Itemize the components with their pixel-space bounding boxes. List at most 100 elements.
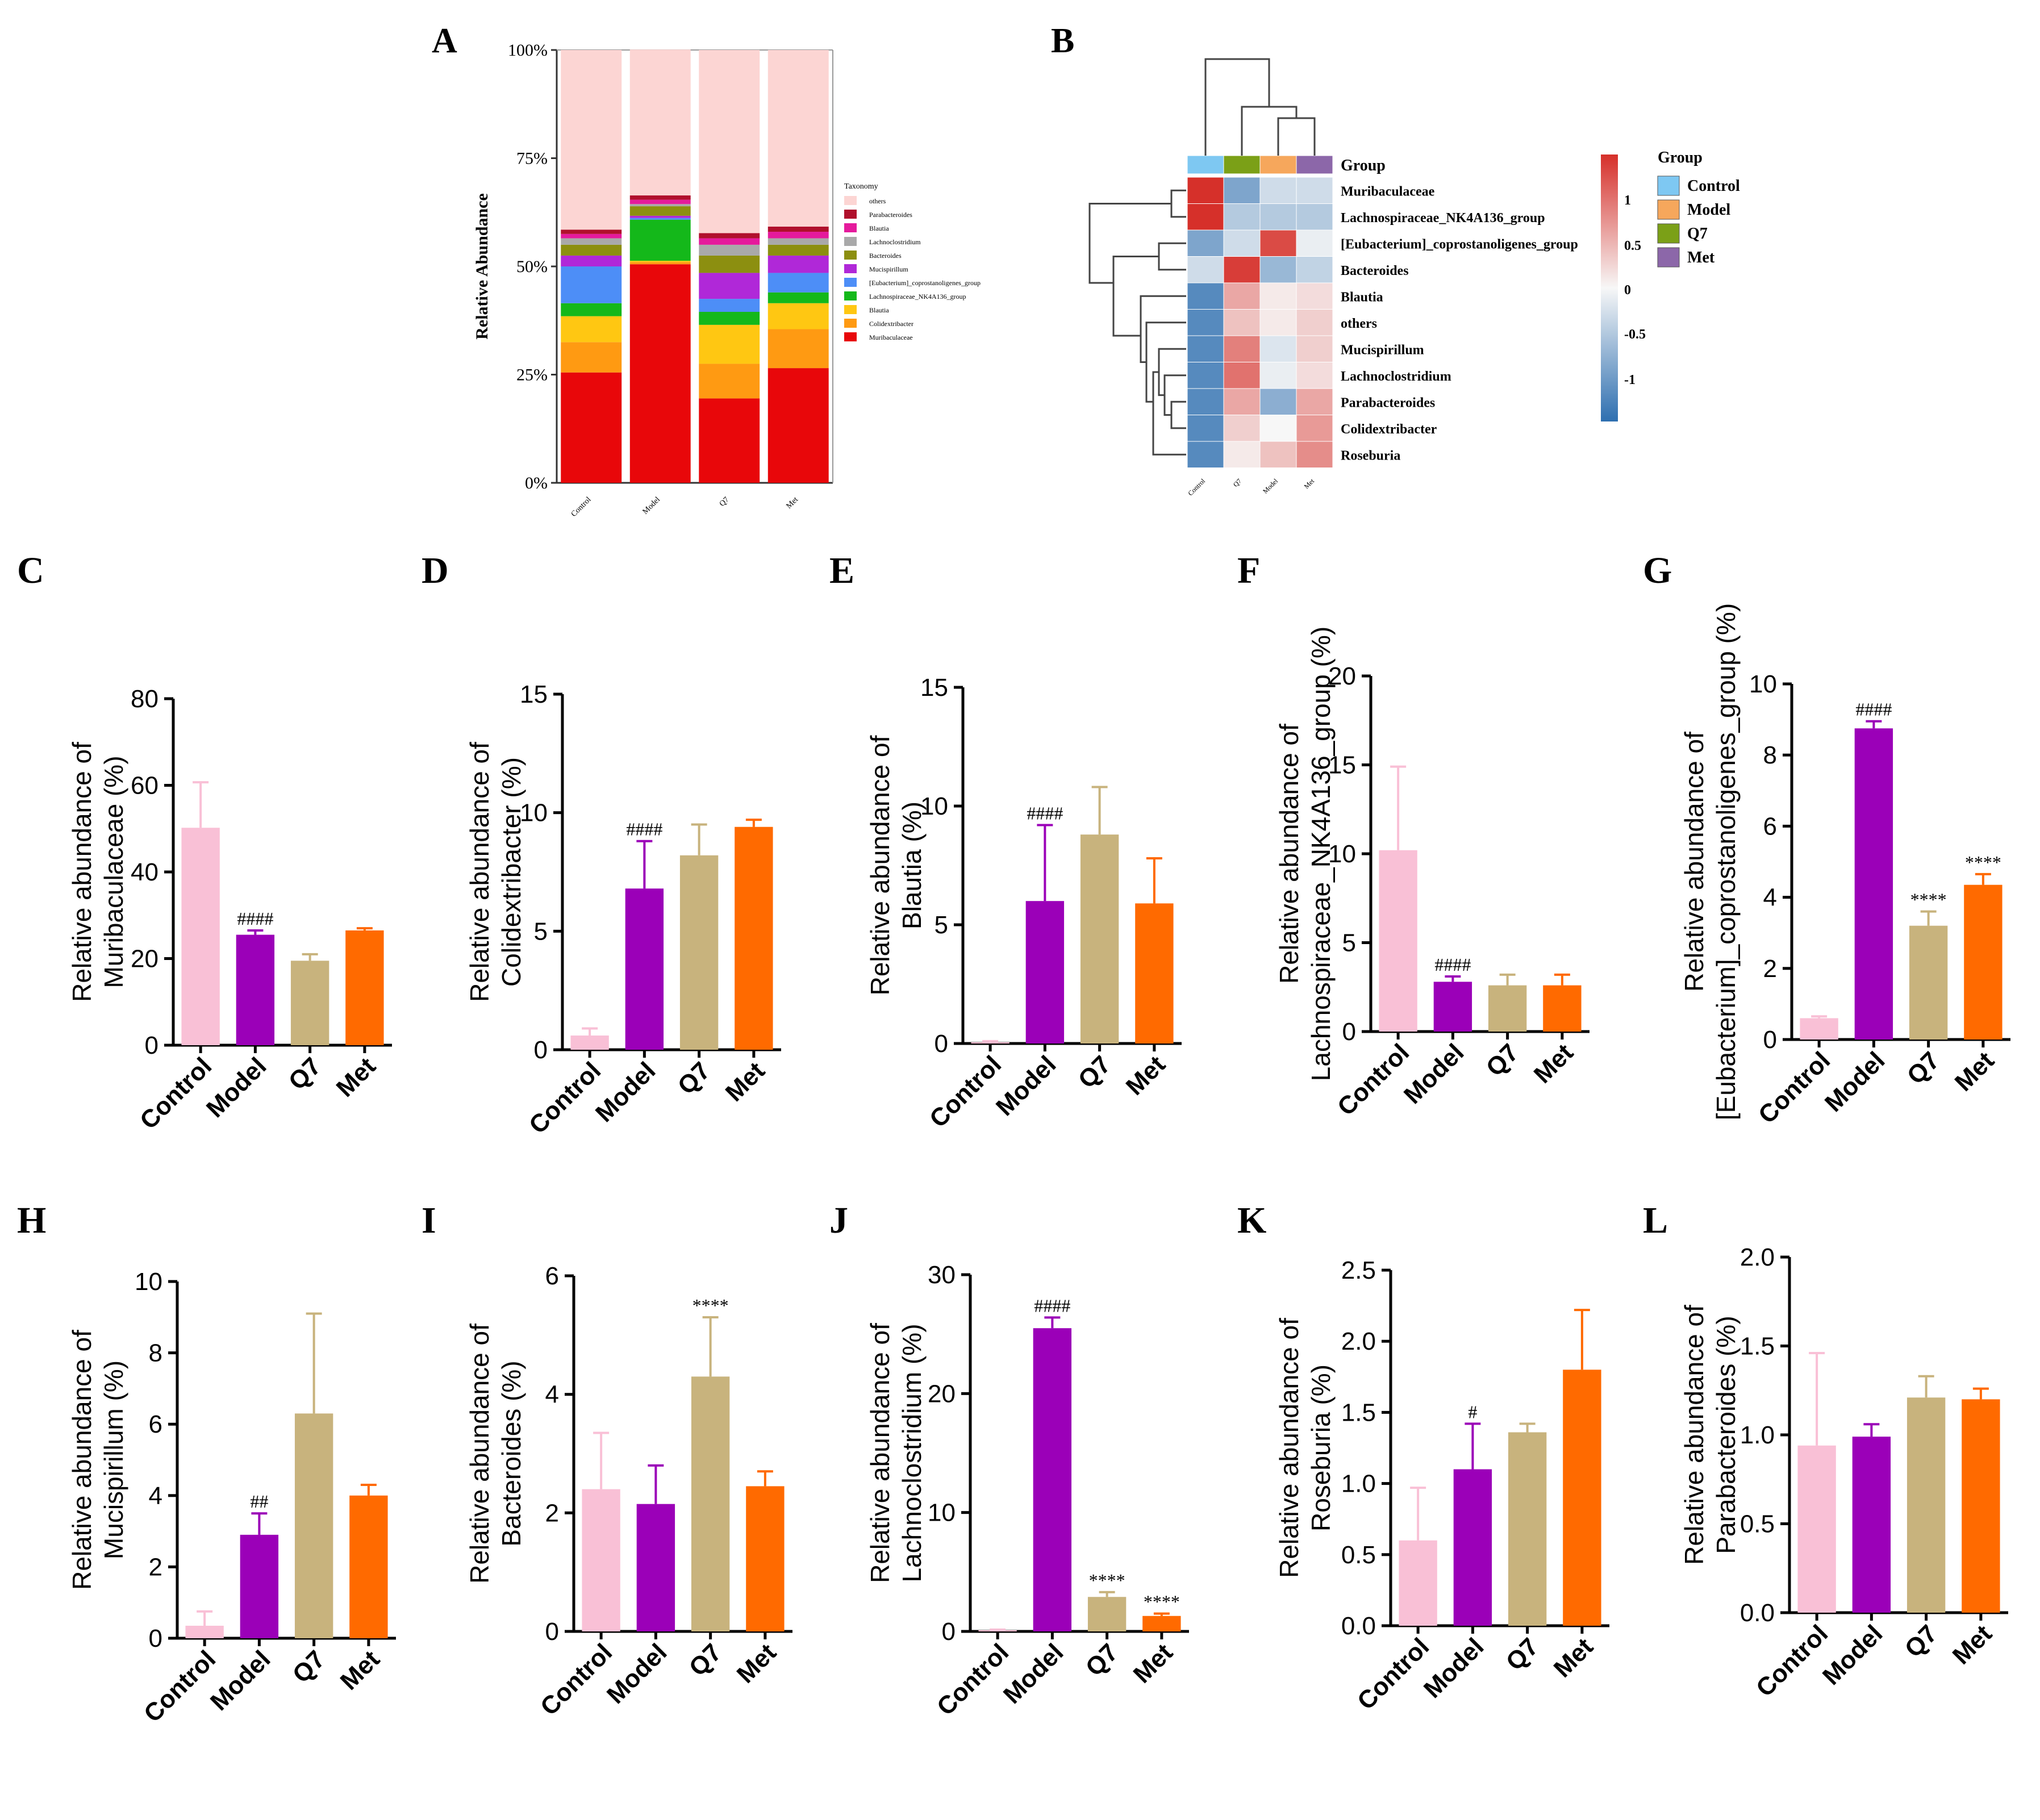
stacked-segment: [699, 238, 760, 245]
legend-label: Model: [1687, 201, 1730, 219]
group-annotation-cell: [1187, 155, 1224, 174]
stacked-segment: [767, 255, 829, 273]
panel-e: E 0 5 10 15 Relative abundance ofBlautia (%) C…: [829, 550, 1182, 1133]
heatmap-row-label: Lachnospiraceae_NK4A136_group: [1341, 211, 1545, 226]
colorbar-tick-label: 1: [1624, 193, 1631, 208]
legend-swatch: [1657, 223, 1680, 244]
bar-met: [1142, 1616, 1181, 1631]
colorbar: [1601, 155, 1618, 421]
panel-k: K 0.0 0.5 1.0 1.5 2.0 2.5 Relative abundance of…: [1237, 1200, 1609, 1715]
panel-j: J 0 10 20 30 Relative abundance ofLachnoclost…: [829, 1200, 1189, 1721]
significance-marker: ####: [1434, 954, 1471, 975]
legend-label: Blautia: [869, 224, 889, 232]
heatmap-cell: [1296, 229, 1333, 257]
y-tick-label: 0: [1763, 1026, 1777, 1054]
heatmap-row-label: others: [1341, 316, 1377, 331]
y-tick-label: 15: [1328, 752, 1356, 779]
significance-marker: ####: [1034, 1295, 1070, 1316]
bar-control: [185, 1626, 224, 1638]
y-axis-label: Relative abundance ofBlautia (%): [865, 735, 927, 995]
heatmap-cell: [1187, 177, 1224, 204]
x-tick-label: Control: [1352, 1633, 1434, 1715]
y-tick-label: 20: [131, 945, 158, 973]
legend-swatch: [1657, 176, 1680, 196]
y-axis-label: Relative Abundance: [473, 193, 491, 340]
x-tick-label: Met: [1121, 1050, 1171, 1100]
x-tick-label: Met: [335, 1645, 385, 1695]
legend-swatch: [844, 237, 857, 246]
bar-control: [978, 1630, 1017, 1631]
y-tick-label: 60: [131, 772, 158, 800]
x-tick-label: Control: [1753, 1046, 1835, 1129]
bar-q7: [1087, 1597, 1127, 1631]
legend-label: Bacteroides: [869, 252, 902, 260]
heatmap-col-label: Met: [1303, 477, 1316, 490]
legend-label: Met: [1687, 249, 1715, 266]
heatmap-row-label: Blautia: [1341, 290, 1383, 304]
legend-title: Taxonomy: [844, 182, 878, 191]
significance-marker: ****: [1965, 852, 2001, 873]
y-tick-label: 0: [935, 1030, 948, 1058]
legend-label: Muribaculaceae: [869, 333, 913, 341]
significance-marker: ****: [1910, 890, 1947, 910]
heatmap-cell: [1223, 177, 1261, 204]
legend-label: Control: [1687, 177, 1740, 195]
x-tick-label: Met: [785, 495, 800, 511]
y-axis-label: Relative abundance ofMucispirillum (%): [67, 1330, 128, 1590]
y-tick-label: 0: [1342, 1018, 1356, 1046]
stacked-segment: [699, 324, 760, 364]
y-tick-label: 5: [534, 917, 548, 945]
y-tick-label: 0: [145, 1032, 158, 1059]
legend-label: [Eubacterium]_coprostanoligenes_group: [869, 279, 981, 287]
heatmap-cell: [1187, 362, 1224, 389]
heatmap-col-label: Control: [1186, 477, 1207, 497]
x-tick-label: Met: [720, 1057, 770, 1107]
x-tick-label: Met: [1128, 1638, 1178, 1688]
y-tick-label: 4: [545, 1381, 559, 1409]
significance-marker: ####: [1027, 803, 1063, 823]
panel-i: I 0 2 4 6 Relative abundance ofBacteroides (%…: [422, 1200, 792, 1721]
stacked-segment: [767, 226, 829, 232]
panel-b: B Group Muribaculaceae Lachnospiraceae_NK4A…: [1051, 22, 1740, 498]
stacked-segment: [767, 273, 829, 293]
stacked-segment: [629, 215, 691, 218]
x-tick-label: Control: [1332, 1038, 1415, 1121]
x-tick-label: Control: [524, 1057, 606, 1139]
y-tick-label: 6: [1763, 812, 1777, 840]
significance-marker: ##: [250, 1491, 268, 1512]
colorbar-tick-label: 0.5: [1624, 239, 1641, 253]
stacked-segment: [767, 244, 829, 256]
bar-model: [636, 1504, 675, 1631]
y-tick-label: 10: [520, 799, 548, 827]
bar-met: [1563, 1370, 1601, 1626]
heatmap-cell: [1223, 415, 1261, 442]
panel-a: A 0% 25% 50% 75% 100% Relative Abundance Contro…: [432, 22, 981, 519]
panel-h: H 0 2 4 6 8 10 Relative abundance ofMucispirill…: [17, 1200, 396, 1728]
dendrogram-branch: [1277, 117, 1316, 156]
x-tick-label: Model: [201, 1052, 272, 1123]
x-tick-label: Q7: [684, 1638, 727, 1681]
dendrogram-branch: [1163, 374, 1186, 416]
y-tick-label: 10: [1749, 670, 1777, 698]
stacked-segment: [561, 238, 622, 245]
stacked-segment: [767, 303, 829, 329]
x-tick-label: Control: [535, 1638, 618, 1721]
bar-q7: [1508, 1432, 1547, 1626]
stacked-segment: [629, 261, 691, 262]
y-tick-label: 1.0: [1740, 1421, 1775, 1449]
heatmap-cell: [1259, 362, 1297, 389]
y-tick-label: 2: [545, 1499, 559, 1527]
y-tick-label: 2.0: [1740, 1243, 1775, 1271]
x-tick-label: Model: [602, 1638, 673, 1709]
y-tick-label: 2: [149, 1553, 162, 1581]
dendrogram-branch: [1204, 58, 1270, 156]
bar-met: [345, 930, 384, 1045]
legend-swatch: [844, 196, 857, 205]
panel-d: D 0 5 10 15 Relative abundance ofColidextriba…: [422, 550, 781, 1139]
stacked-segment: [561, 255, 622, 266]
legend-swatch: [1657, 199, 1680, 220]
bar-q7: [1909, 925, 1948, 1040]
colorbar-tick-label: 0: [1624, 283, 1631, 298]
stacked-segment: [699, 364, 760, 399]
colorbar-tick-label: -1: [1624, 373, 1636, 387]
